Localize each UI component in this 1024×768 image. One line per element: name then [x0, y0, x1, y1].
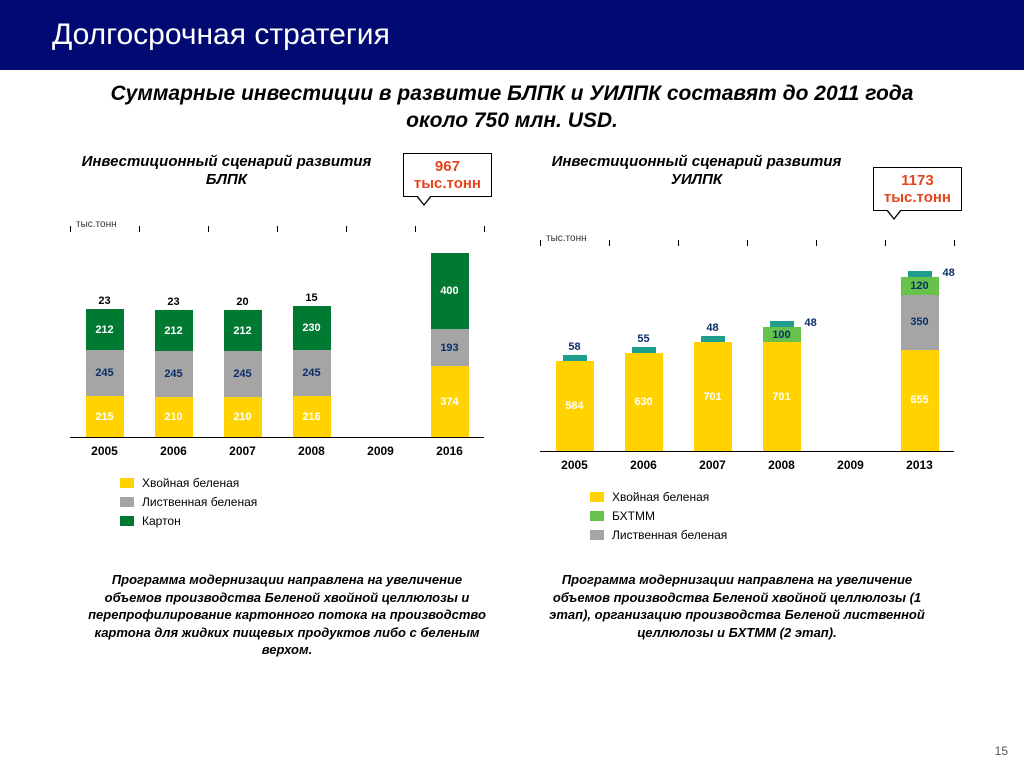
- x-tick-label: 2005: [81, 444, 129, 458]
- bar-top-label: 20: [224, 296, 262, 308]
- legend-label: Лиственная беленая: [612, 528, 727, 542]
- x-axis: 2005 2006 2007 2008 2009 2013: [540, 458, 954, 476]
- x-tick-label: 2007: [689, 458, 737, 472]
- segment-label: 216: [293, 411, 331, 423]
- chart-plot: 215 245 212 23 210 245 212 23 210 245 212 20 216 245 2…: [70, 232, 484, 438]
- segment-label: 212: [224, 325, 262, 337]
- page-number: 15: [995, 744, 1008, 758]
- cap-label: 55: [625, 333, 663, 345]
- chart-title: Инвестиционный сценарий развития УИЛПК: [532, 153, 861, 191]
- cap-label: 48: [943, 267, 971, 279]
- legend-swatch: [590, 492, 604, 502]
- footer-left: Программа модернизации направлена на уве…: [82, 571, 492, 659]
- legend-item: Картон: [120, 514, 492, 528]
- segment-label: 120: [901, 280, 939, 292]
- segment-label: 245: [293, 367, 331, 379]
- bar-cap: [563, 355, 587, 361]
- x-tick-label: 2009: [357, 444, 405, 458]
- callout-unit: тыс.тонн: [414, 175, 481, 192]
- x-axis: 2005 2006 2007 2008 2009 2016: [70, 444, 484, 462]
- footer-right: Программа модернизации направлена на уве…: [532, 571, 942, 659]
- legend-label: Хвойная беленая: [612, 490, 709, 504]
- legend-label: Лиственная беленая: [142, 495, 257, 509]
- slide: Долгосрочная стратегия Суммарные инвести…: [0, 0, 1024, 768]
- legend-swatch: [120, 497, 134, 507]
- bar-cap: [908, 271, 932, 277]
- chart-legend: Хвойная беленая БХТММ Лиственная беленая: [590, 490, 962, 542]
- segment-label: 701: [763, 391, 801, 403]
- legend-swatch: [120, 478, 134, 488]
- x-tick-label: 2008: [758, 458, 806, 472]
- x-tick-label: 2006: [620, 458, 668, 472]
- chart-callout: 967тыс.тонн: [403, 153, 492, 198]
- segment-label: 212: [86, 324, 124, 336]
- legend-swatch: [120, 516, 134, 526]
- segment-label: 212: [155, 325, 193, 337]
- bar-cap: [701, 336, 725, 342]
- cap-label: 58: [556, 341, 594, 353]
- bar-top-label: 15: [293, 292, 331, 304]
- legend-item: БХТММ: [590, 509, 962, 523]
- legend-item: Лиственная беленая: [120, 495, 492, 509]
- x-tick-label: 2006: [150, 444, 198, 458]
- chart-legend: Хвойная беленая Лиственная беленая Картон: [120, 476, 492, 528]
- callout-value: 1173: [884, 172, 951, 189]
- legend-item: Лиственная беленая: [590, 528, 962, 542]
- legend-label: БХТММ: [612, 509, 655, 523]
- chart-right: Инвестиционный сценарий развития УИЛПК 11…: [532, 153, 962, 548]
- slide-subtitle: Суммарные инвестиции в развитие БЛПК и У…: [102, 80, 922, 135]
- segment-label: 210: [224, 411, 262, 423]
- callout-unit: тыс.тонн: [884, 189, 951, 206]
- legend-item: Хвойная беленая: [120, 476, 492, 490]
- chart-callout: 1173тыс.тонн: [873, 167, 962, 212]
- slide-title: Долгосрочная стратегия: [0, 0, 1024, 70]
- chart-title: Инвестиционный сценарий развития БЛПК: [62, 153, 391, 191]
- segment-label: 630: [625, 396, 663, 408]
- charts-row: Инвестиционный сценарий развития БЛПК 967…: [0, 153, 1024, 548]
- segment-label: 350: [901, 316, 939, 328]
- segment-label: 193: [431, 342, 469, 354]
- legend-swatch: [590, 511, 604, 521]
- segment-label: 655: [901, 394, 939, 406]
- segment-label: 100: [763, 329, 801, 341]
- legend-label: Хвойная беленая: [142, 476, 239, 490]
- cap-label: 48: [805, 317, 833, 329]
- legend-label: Картон: [142, 514, 181, 528]
- footer-row: Программа модернизации направлена на уве…: [0, 571, 1024, 659]
- segment-label: 245: [155, 368, 193, 380]
- legend-item: Хвойная беленая: [590, 490, 962, 504]
- chart-plot: 5845863055701487011004865535012048: [540, 246, 954, 452]
- segment-label: 374: [431, 396, 469, 408]
- x-tick-label: 2008: [288, 444, 336, 458]
- x-tick-label: 2013: [896, 458, 944, 472]
- segment-label: 210: [155, 411, 193, 423]
- segment-label: 245: [224, 368, 262, 380]
- segment-label: 400: [431, 285, 469, 297]
- x-tick-label: 2007: [219, 444, 267, 458]
- segment-label: 584: [556, 400, 594, 412]
- bar-top-label: 23: [155, 296, 193, 308]
- x-tick-label: 2016: [426, 444, 474, 458]
- segment-label: 701: [694, 391, 732, 403]
- bar-cap: [632, 347, 656, 353]
- segment-label: 230: [293, 322, 331, 334]
- x-tick-label: 2009: [827, 458, 875, 472]
- bar-top-label: 23: [86, 295, 124, 307]
- segment-label: 245: [86, 367, 124, 379]
- chart-left: Инвестиционный сценарий развития БЛПК 967…: [62, 153, 492, 548]
- callout-value: 967: [414, 158, 481, 175]
- cap-label: 48: [694, 322, 732, 334]
- bar-cap: [770, 321, 794, 327]
- x-tick-label: 2005: [551, 458, 599, 472]
- segment-label: 215: [86, 411, 124, 423]
- legend-swatch: [590, 530, 604, 540]
